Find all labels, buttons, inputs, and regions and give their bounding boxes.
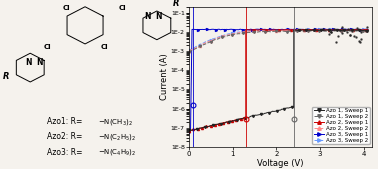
Text: N: N	[36, 58, 43, 67]
Legend: Azo 1, Sweep 1, Azo 1, Sweep 2, Azo 2, Sweep 1, Azo 2, Sweep 2, Azo 3, Sweep 1, : Azo 1, Sweep 1, Azo 1, Sweep 2, Azo 2, S…	[312, 107, 370, 144]
Text: N: N	[25, 58, 32, 67]
Text: Cl: Cl	[100, 44, 108, 50]
Text: Cl: Cl	[43, 44, 51, 50]
Text: $\mathregular{-N(C_2H_5)_2}$: $\mathregular{-N(C_2H_5)_2}$	[98, 132, 136, 142]
Text: R: R	[2, 71, 9, 81]
Text: R: R	[172, 0, 179, 8]
Y-axis label: Current (A): Current (A)	[160, 54, 169, 100]
Text: N: N	[155, 12, 162, 21]
Text: $\mathregular{-N(C_4H_9)_2}$: $\mathregular{-N(C_4H_9)_2}$	[98, 147, 136, 157]
X-axis label: Voltage (V): Voltage (V)	[257, 159, 304, 168]
Text: Cl: Cl	[119, 5, 127, 11]
Text: Azo1: R=: Azo1: R=	[47, 117, 83, 126]
Text: Azo2: R=: Azo2: R=	[47, 132, 83, 141]
Text: Azo3: R=: Azo3: R=	[47, 148, 83, 157]
Text: N: N	[144, 12, 151, 21]
Text: $\mathregular{-N(CH_3)_2}$: $\mathregular{-N(CH_3)_2}$	[98, 117, 133, 127]
Text: Cl: Cl	[62, 5, 70, 11]
